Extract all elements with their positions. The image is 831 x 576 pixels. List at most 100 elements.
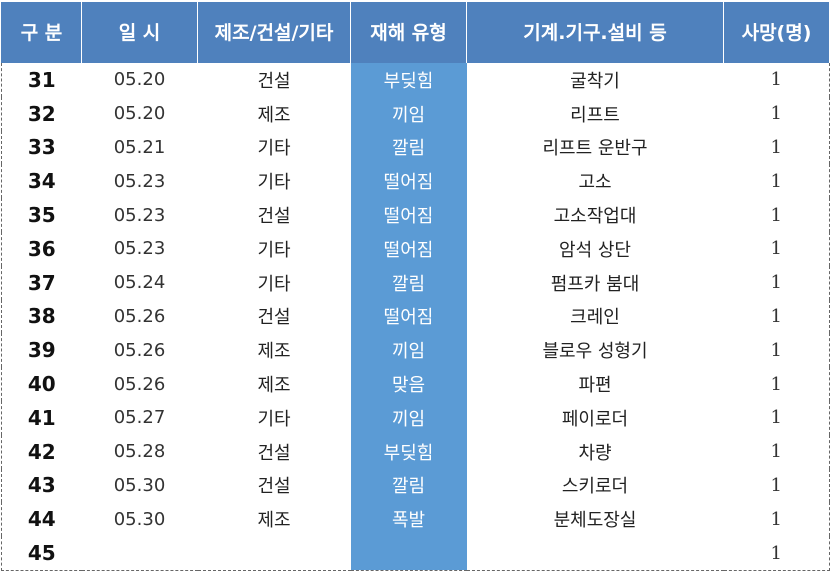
row-accident-type: 떨어짐 [350, 164, 467, 199]
row-deaths: 1 [723, 299, 830, 334]
row-accident-type: 끼임 [350, 96, 467, 131]
row-equipment: 크레인 [570, 307, 620, 329]
table-row: 37 05.24 기타 깔림 펌프카 붐대 1 [1, 265, 830, 300]
row-number: 43 [1, 468, 82, 503]
table-row: 38 05.26 건설 떨어짐 크레인 1 [1, 299, 830, 334]
row-deaths: 1 [723, 198, 830, 232]
header-equipment: 기계.기구.설비 등 [466, 2, 724, 63]
header-date: 일 시 [81, 2, 198, 63]
row-equipment: 리프트 [570, 104, 620, 126]
table-row: 36 05.23 기타 떨어짐 암석 상단 1 [1, 231, 830, 266]
row-equipment: 스키로더 [561, 476, 629, 498]
row-industry: 제조 [257, 510, 291, 532]
header-industry: 제조/건설/기타 [197, 2, 351, 63]
table-header: 구 분 일 시 제조/건설/기타 재해 유형 기계.기구.설비 등 사망(명) [1, 2, 830, 63]
row-accident-type: 폭발 [350, 502, 467, 537]
row-date: 05.26 [113, 305, 166, 327]
row-date: 05.28 [113, 441, 166, 463]
row-date: 05.26 [113, 373, 166, 395]
row-number: 34 [1, 164, 82, 199]
row-date: 05.21 [113, 136, 166, 158]
row-equipment [466, 536, 724, 571]
table-row: 39 05.26 제조 끼임 블로우 성형기 1 [1, 333, 830, 368]
row-equipment: 파편 [578, 375, 612, 397]
row-date [81, 536, 198, 571]
row-equipment: 분체도장실 [553, 510, 637, 532]
table-row: 44 05.30 제조 폭발 분체도장실 1 [1, 502, 830, 537]
row-accident-type: 맞음 [350, 367, 467, 401]
row-date: 05.23 [113, 204, 166, 226]
row-deaths: 1 [723, 265, 830, 300]
row-deaths: 1 [723, 536, 830, 571]
row-accident-type: 끼임 [350, 333, 467, 368]
row-accident-type: 떨어짐 [350, 299, 467, 334]
row-number: 42 [1, 434, 82, 469]
row-equipment: 페이로더 [561, 408, 629, 430]
table-body: 31 05.20 건설 부딪힘 굴착기 1 32 05.20 제조 끼임 리프트 1 33 05.21 기타… [1, 63, 830, 571]
table-row: 35 05.23 건설 떨어짐 고소작업대 1 [1, 198, 830, 232]
row-deaths: 1 [723, 502, 830, 537]
table-row: 34 05.23 기타 떨어짐 고소 1 [1, 164, 830, 199]
row-number: 38 [1, 299, 82, 334]
row-accident-type [350, 536, 467, 571]
row-number: 41 [1, 400, 82, 435]
header-deaths: 사망(명) [723, 2, 830, 63]
row-accident-type: 떨어짐 [350, 198, 467, 232]
row-industry [197, 536, 351, 571]
row-deaths: 1 [723, 367, 830, 401]
row-number: 40 [1, 367, 82, 401]
row-accident-type: 떨어짐 [350, 231, 467, 266]
row-deaths: 1 [723, 164, 830, 199]
row-industry: 기타 [257, 138, 291, 160]
header-no: 구 분 [1, 2, 82, 63]
row-industry: 기타 [257, 172, 291, 194]
row-industry: 기타 [257, 273, 291, 295]
row-industry: 기타 [257, 408, 291, 430]
row-accident-type: 부딪힘 [350, 434, 467, 469]
row-number: 44 [1, 502, 82, 537]
row-number: 35 [1, 198, 82, 232]
row-deaths: 1 [723, 400, 830, 435]
row-number: 37 [1, 265, 82, 300]
row-industry: 제조 [257, 104, 291, 126]
row-deaths: 1 [723, 434, 830, 469]
table-row: 40 05.26 제조 맞음 파편 1 [1, 367, 830, 401]
table-row: 41 05.27 기타 끼임 페이로더 1 [1, 400, 830, 435]
row-industry: 건설 [257, 476, 291, 498]
row-number: 36 [1, 231, 82, 266]
row-accident-type: 깔림 [350, 468, 467, 503]
table-row: 31 05.20 건설 부딪힘 굴착기 1 [1, 63, 830, 97]
row-equipment: 고소 [578, 172, 612, 194]
row-number: 31 [1, 63, 82, 97]
table-row: 33 05.21 기타 깔림 리프트 운반구 1 [1, 130, 830, 165]
row-industry: 건설 [257, 442, 291, 464]
row-accident-type: 깔림 [350, 130, 467, 165]
row-date: 05.30 [113, 474, 166, 496]
row-accident-type: 깔림 [350, 265, 467, 300]
row-industry: 건설 [257, 206, 291, 228]
table-row: 45 1 [1, 536, 830, 571]
row-number: 33 [1, 130, 82, 165]
row-deaths: 1 [723, 468, 830, 503]
row-date: 05.20 [113, 69, 166, 91]
row-industry: 건설 [257, 307, 291, 329]
row-accident-type: 끼임 [350, 400, 467, 435]
row-equipment: 암석 상단 [559, 239, 631, 261]
row-equipment: 고소작업대 [553, 206, 637, 228]
row-deaths: 1 [723, 130, 830, 165]
row-date: 05.30 [113, 508, 166, 530]
row-equipment: 펌프카 붐대 [550, 273, 640, 295]
row-equipment: 차량 [578, 442, 612, 464]
row-date: 05.20 [113, 103, 166, 125]
row-deaths: 1 [723, 231, 830, 266]
row-industry: 제조 [257, 341, 291, 363]
row-number: 39 [1, 333, 82, 368]
row-date: 05.27 [113, 407, 166, 429]
row-accident-type: 부딪힘 [350, 63, 467, 97]
row-date: 05.23 [113, 238, 166, 260]
row-industry: 기타 [257, 239, 291, 261]
row-industry: 건설 [257, 70, 291, 92]
row-equipment: 블로우 성형기 [542, 341, 648, 363]
table-row: 32 05.20 제조 끼임 리프트 1 [1, 96, 830, 131]
